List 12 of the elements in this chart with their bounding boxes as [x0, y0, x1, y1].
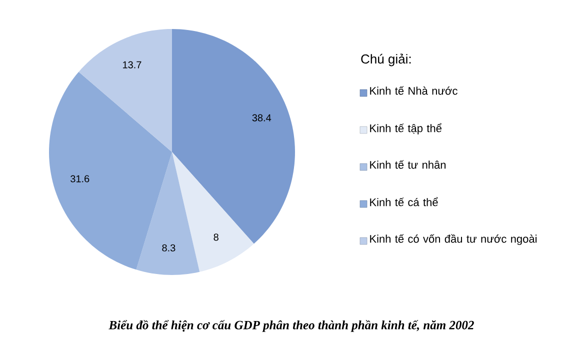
legend-label: Kinh tế cá thể: [370, 197, 438, 206]
data-label: 8.3: [162, 244, 176, 252]
legend-label: Kinh tế tư nhân: [370, 160, 446, 169]
legend-label: Kinh tế có vốn đầu tư nước ngoài: [370, 234, 537, 245]
legend-title: Chú giải:: [361, 54, 411, 66]
legend-label: Kinh tế Nhà nước: [370, 86, 458, 95]
data-label: 38.4: [252, 114, 272, 122]
text: Biểu đồ thể hiện cơ cấu GDP phân theo thành phần kinh tế, năm 2002: [108, 320, 474, 332]
data-label: 31.6: [70, 175, 90, 182]
data-label: 8: [214, 234, 218, 241]
legend-label: Kinh tế tập thể: [370, 123, 442, 134]
data-label: 13.7: [123, 61, 142, 68]
